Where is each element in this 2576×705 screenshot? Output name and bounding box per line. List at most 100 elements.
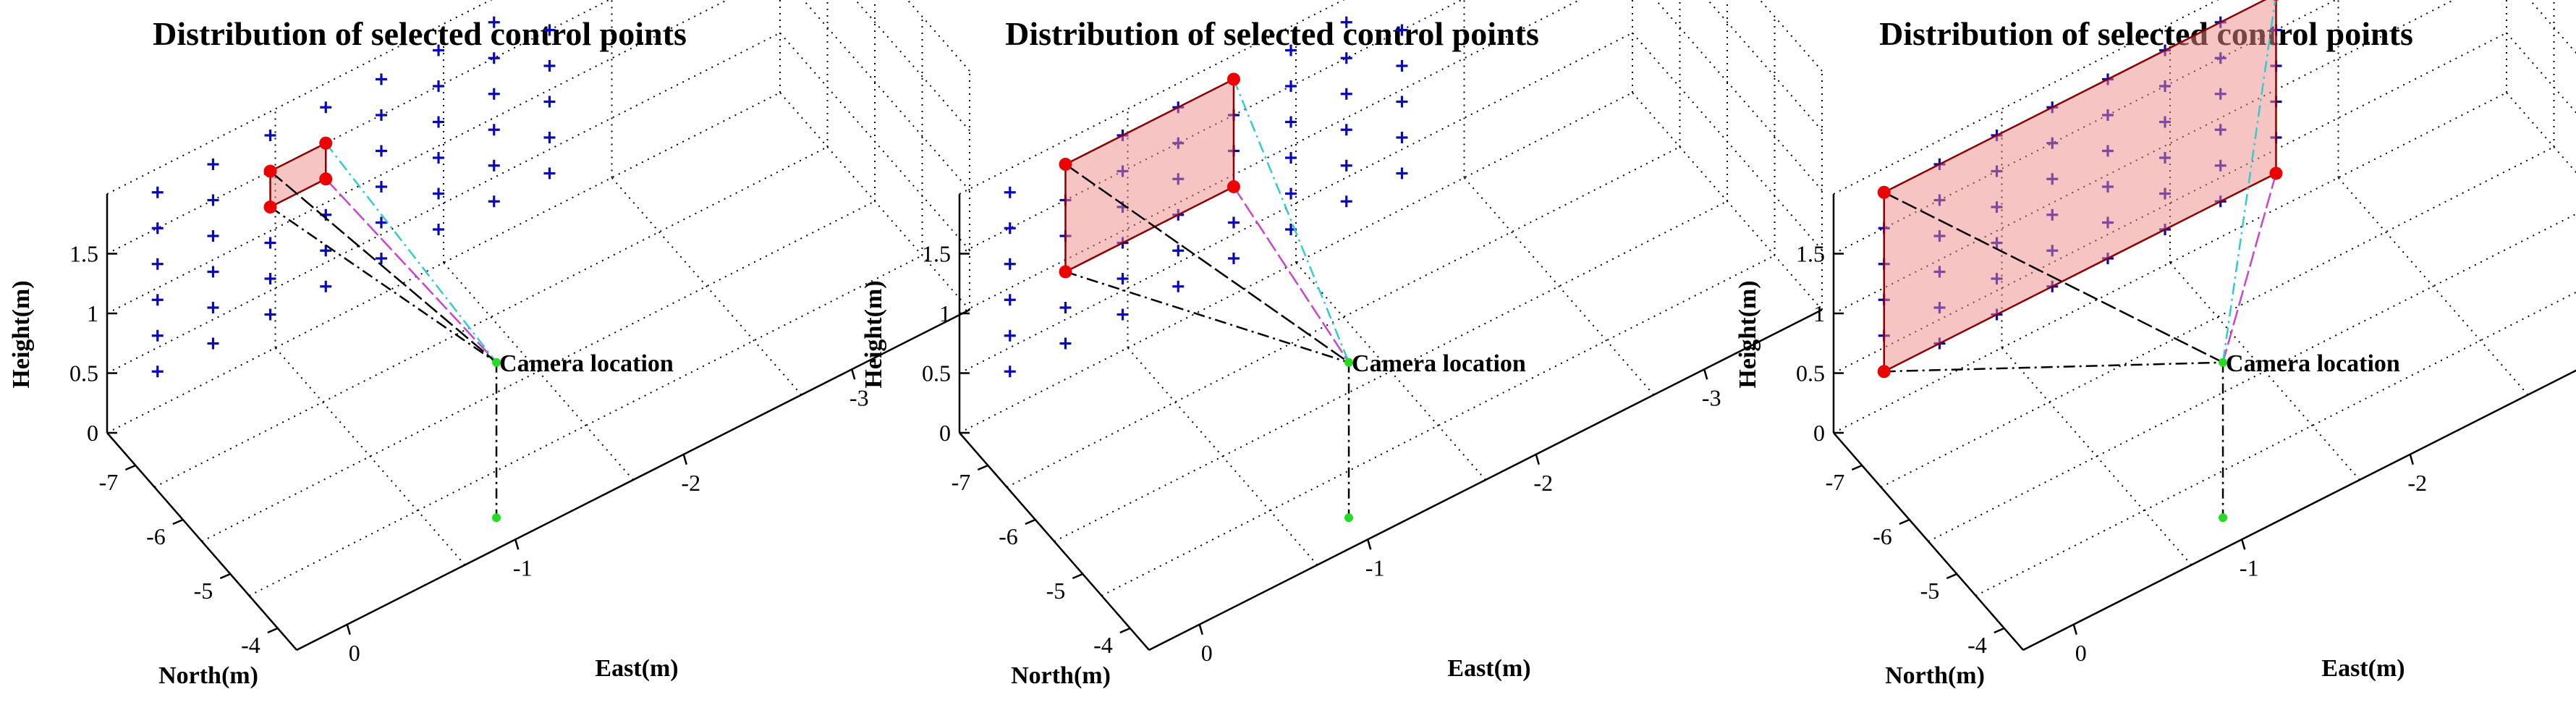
wall-grid-line <box>779 32 970 251</box>
wall-grid-line <box>1759 0 1823 72</box>
control-point <box>264 237 276 249</box>
floor-grid-line <box>2337 177 2529 396</box>
control-point <box>151 222 164 235</box>
control-point <box>1396 131 1408 143</box>
chart-panel-2: Distribution of selected control points 0… <box>860 0 1823 689</box>
x-tick-label: -2 <box>1533 470 1553 496</box>
corner-point <box>1226 180 1240 193</box>
x-axis-label: East(m) <box>2321 655 2405 682</box>
selected-region <box>1064 77 1235 274</box>
floor-grid-line <box>1463 177 1655 396</box>
control-point <box>1285 116 1297 128</box>
control-point <box>1117 308 1129 321</box>
y-tick-label: -7 <box>952 469 971 495</box>
control-point <box>1117 273 1129 285</box>
x-tick-label: -1 <box>513 554 533 581</box>
control-point <box>375 73 387 85</box>
corner-point <box>1877 185 1891 199</box>
corner-point <box>319 172 333 186</box>
control-point <box>264 308 276 321</box>
x-tick <box>2409 454 2414 465</box>
floor-grid-line <box>274 347 466 566</box>
control-point <box>207 337 219 350</box>
corner-point <box>1877 365 1891 379</box>
x-axis-label: East(m) <box>595 655 678 682</box>
camera-label: Camera location <box>1352 350 1526 377</box>
camera-floor-point <box>1344 513 1354 523</box>
camera-label: Camera location <box>499 350 674 377</box>
control-point <box>375 216 387 229</box>
x-axis-label: East(m) <box>1447 655 1530 682</box>
control-point <box>151 258 164 270</box>
x-tick <box>851 368 856 380</box>
x-tick <box>346 624 351 636</box>
x-tick-label: 0 <box>349 640 360 666</box>
projection-line <box>1064 163 1350 363</box>
chart-title: Distribution of selected control points <box>1005 15 1539 52</box>
floor-grid-line <box>1975 291 2576 596</box>
y-axis-label: North(m) <box>1011 662 1111 689</box>
y-tick-label: -4 <box>1093 632 1113 658</box>
wall-grid-line <box>2507 0 2576 71</box>
control-point <box>543 167 556 180</box>
control-point <box>543 131 556 143</box>
x-axis-line <box>2022 369 2576 651</box>
x-tick-label: 0 <box>2075 640 2087 666</box>
wall-grid-line <box>1707 0 1823 132</box>
z-tick-label: 1 <box>87 300 98 326</box>
projection-line <box>325 142 498 363</box>
floor-grid-line <box>611 177 802 396</box>
floor-grid-line <box>2001 347 2192 566</box>
selected-region <box>1883 0 2277 373</box>
x-tick <box>2072 624 2077 636</box>
x-tick-label: -1 <box>1365 554 1385 581</box>
control-point <box>433 44 445 56</box>
x-axis-line <box>296 308 970 651</box>
corner-point <box>263 164 277 178</box>
selected-region <box>269 141 327 209</box>
y-tick-label: -7 <box>99 469 119 495</box>
x-axis-line <box>1148 308 1823 651</box>
chart-panel-1: Distribution of selected control points 0… <box>8 0 970 689</box>
z-tick-label: 0.5 <box>1796 360 1825 387</box>
z-tick-label: 0 <box>87 420 98 446</box>
control-point <box>433 116 445 128</box>
control-point <box>151 329 164 342</box>
control-point <box>1004 222 1016 235</box>
wall-grid-line <box>907 0 970 72</box>
z-tick-label: 0 <box>939 420 951 446</box>
y-tick <box>1072 573 1083 580</box>
control-point <box>1340 52 1352 64</box>
control-point <box>488 16 500 28</box>
z-tick-label: 1.5 <box>922 241 951 267</box>
floor-grid-line <box>2169 262 2360 481</box>
y-tick-label: -5 <box>1046 578 1066 604</box>
control-point <box>433 187 445 200</box>
y-tick <box>1851 464 1863 471</box>
y-tick-label: -6 <box>1873 523 1892 549</box>
control-point <box>1227 216 1240 229</box>
control-point <box>1004 329 1016 342</box>
control-point <box>1396 24 1408 36</box>
projection-line <box>269 170 497 363</box>
projection-line <box>1232 79 1350 363</box>
control-point <box>1340 16 1352 28</box>
y-tick-label: -7 <box>1826 469 1845 495</box>
control-point <box>375 252 387 264</box>
control-point <box>433 152 445 164</box>
control-point <box>151 366 164 378</box>
y-tick <box>1899 518 1910 525</box>
control-point <box>543 96 556 108</box>
control-point <box>151 186 164 198</box>
control-point <box>488 124 500 136</box>
camera-label: Camera location <box>2226 350 2400 377</box>
projection-line <box>325 178 497 363</box>
y-axis-line <box>106 432 297 651</box>
x-tick <box>1703 368 1708 380</box>
control-point <box>207 301 219 313</box>
x-tick-label: -2 <box>681 470 700 496</box>
camera-floor-point <box>2219 513 2228 523</box>
floor-grid-line <box>2506 92 2576 174</box>
y-tick-label: -6 <box>999 523 1018 549</box>
control-point <box>1004 258 1016 270</box>
